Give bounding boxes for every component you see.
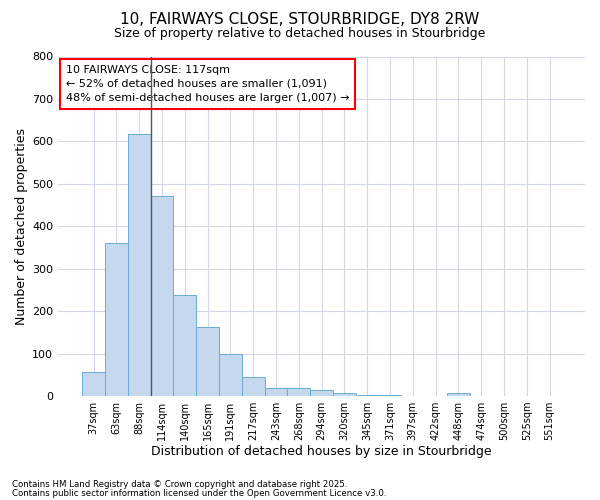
- Bar: [219, 354, 242, 396]
- X-axis label: Distribution of detached houses by size in Stourbridge: Distribution of detached houses by size …: [151, 444, 492, 458]
- Bar: [242, 377, 265, 396]
- Text: Size of property relative to detached houses in Stourbridge: Size of property relative to detached ho…: [115, 28, 485, 40]
- Bar: [356, 394, 379, 396]
- Bar: [105, 243, 128, 396]
- Bar: [82, 372, 105, 396]
- Text: Contains HM Land Registry data © Crown copyright and database right 2025.: Contains HM Land Registry data © Crown c…: [12, 480, 347, 489]
- Bar: [128, 134, 151, 396]
- Bar: [379, 395, 401, 396]
- Bar: [287, 388, 310, 396]
- Y-axis label: Number of detached properties: Number of detached properties: [15, 128, 28, 324]
- Bar: [333, 393, 356, 396]
- Bar: [173, 295, 196, 396]
- Text: Contains public sector information licensed under the Open Government Licence v3: Contains public sector information licen…: [12, 488, 386, 498]
- Bar: [447, 394, 470, 396]
- Bar: [151, 196, 173, 396]
- Bar: [265, 388, 287, 396]
- Bar: [196, 327, 219, 396]
- Bar: [310, 390, 333, 396]
- Text: 10 FAIRWAYS CLOSE: 117sqm
← 52% of detached houses are smaller (1,091)
48% of se: 10 FAIRWAYS CLOSE: 117sqm ← 52% of detac…: [66, 65, 350, 103]
- Text: 10, FAIRWAYS CLOSE, STOURBRIDGE, DY8 2RW: 10, FAIRWAYS CLOSE, STOURBRIDGE, DY8 2RW: [121, 12, 479, 28]
